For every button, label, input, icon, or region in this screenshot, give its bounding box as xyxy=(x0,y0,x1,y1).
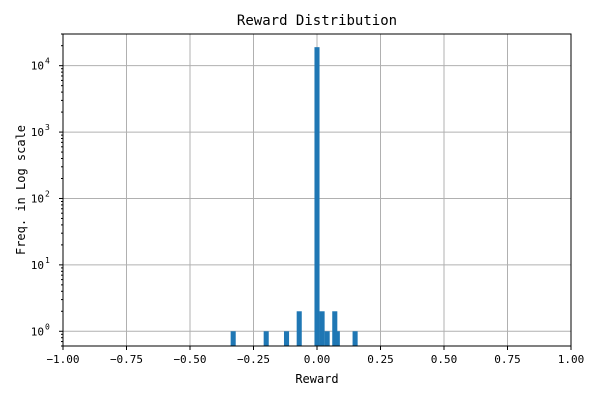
ticks-layer: −1.00 −0.75 −0.50 −0.25 0.00 0.25 0.50 0.75 1.00… xyxy=(31,33,585,366)
histogram-bar xyxy=(314,47,320,347)
y-tick-exponent: 2 xyxy=(45,189,50,198)
x-tick-label: −0.25 xyxy=(237,353,270,366)
y-tick-label: 10 4 xyxy=(31,57,50,73)
y-tick-exponent: 0 xyxy=(45,322,50,331)
y-tick-exponent: 1 xyxy=(45,256,50,265)
bars-layer xyxy=(230,47,358,347)
chart-title: Reward Distribution xyxy=(237,13,397,29)
histogram-bar xyxy=(263,331,269,346)
y-tick-base: 10 xyxy=(31,325,44,338)
x-tick-label: −0.50 xyxy=(173,353,206,366)
histogram-bar xyxy=(296,311,302,346)
y-tick-label: 10 1 xyxy=(31,256,50,272)
y-tick-base: 10 xyxy=(31,126,44,139)
x-tick-label: 0.00 xyxy=(304,353,331,366)
y-tick-label: 10 0 xyxy=(31,322,50,338)
y-axis-label: Freq. in Log scale xyxy=(14,125,28,255)
y-tick-base: 10 xyxy=(31,259,44,272)
histogram-bar xyxy=(324,331,330,346)
x-tick-label: 0.25 xyxy=(367,353,394,366)
y-tick-label: 10 2 xyxy=(31,189,50,205)
histogram-bar xyxy=(352,331,358,346)
x-tick-label: −1.00 xyxy=(46,353,79,366)
x-tick-label: 0.50 xyxy=(431,353,458,366)
y-tick-label: 10 3 xyxy=(31,123,50,139)
y-tick-exponent: 4 xyxy=(45,57,50,66)
histogram-bar xyxy=(283,331,290,346)
histogram-bar xyxy=(332,311,338,346)
y-tick-base: 10 xyxy=(31,192,44,205)
x-tick-label: 1.00 xyxy=(558,353,585,366)
histogram-bar xyxy=(319,311,325,346)
x-tick-label: 0.75 xyxy=(494,353,521,366)
y-tick-exponent: 3 xyxy=(45,123,50,132)
x-tick-label: −0.75 xyxy=(110,353,143,366)
histogram-bar xyxy=(334,331,340,346)
y-tick-base: 10 xyxy=(31,60,44,73)
histogram-bar xyxy=(230,331,236,346)
x-axis-label: Reward xyxy=(295,372,338,386)
